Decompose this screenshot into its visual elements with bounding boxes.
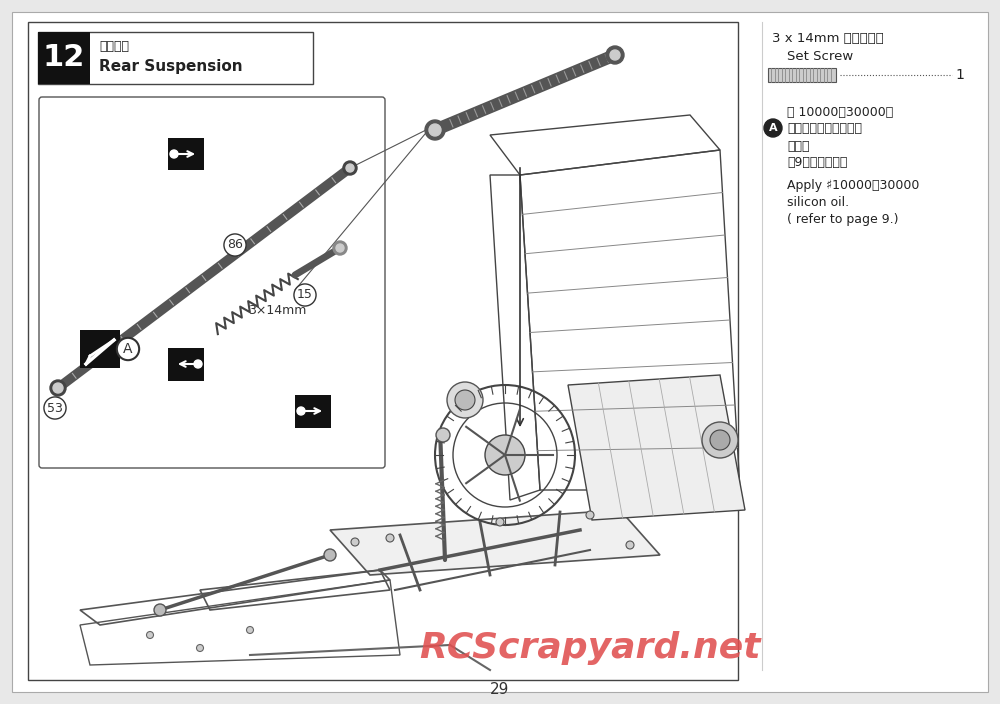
Text: ( refer to page 9.): ( refer to page 9.) [787, 213, 898, 227]
Circle shape [447, 382, 483, 418]
Text: 15: 15 [297, 289, 313, 301]
Bar [768, 68, 836, 82]
Circle shape [485, 435, 525, 475]
Bar [80, 330, 120, 368]
Text: 1: 1 [956, 68, 964, 82]
Circle shape [194, 360, 202, 368]
Circle shape [196, 644, 204, 651]
Circle shape [702, 422, 738, 458]
Circle shape [146, 631, 154, 639]
Circle shape [346, 164, 354, 172]
Bar [38, 32, 90, 84]
Polygon shape [568, 375, 745, 520]
Circle shape [710, 430, 730, 450]
Text: 12: 12 [43, 44, 85, 73]
Circle shape [333, 241, 347, 255]
Text: A: A [769, 123, 777, 133]
Circle shape [170, 150, 178, 158]
Circle shape [351, 538, 359, 546]
Circle shape [496, 518, 504, 526]
Circle shape [455, 390, 475, 410]
Text: Apply ♯10000～30000: Apply ♯10000～30000 [787, 180, 919, 192]
Bar [38, 32, 313, 84]
Text: 53: 53 [47, 401, 63, 415]
Circle shape [324, 549, 336, 561]
Bar [295, 395, 331, 428]
Circle shape [610, 50, 620, 60]
Circle shape [425, 120, 445, 140]
Circle shape [764, 119, 782, 137]
FancyBboxPatch shape [39, 97, 385, 468]
Circle shape [297, 407, 305, 415]
Text: Rear Suspension: Rear Suspension [99, 58, 243, 73]
Text: ＃ 10000～30000の: ＃ 10000～30000の [787, 106, 893, 118]
Text: シリコンオイルを塗付: シリコンオイルを塗付 [787, 122, 862, 135]
Text: する。: する。 [787, 139, 810, 153]
Text: 29: 29 [490, 682, 510, 698]
Polygon shape [330, 510, 660, 575]
Circle shape [626, 541, 634, 549]
Circle shape [436, 428, 450, 442]
Circle shape [53, 383, 63, 393]
Text: 86: 86 [227, 239, 243, 251]
Circle shape [386, 534, 394, 542]
Circle shape [343, 161, 357, 175]
Bar [168, 138, 204, 170]
Circle shape [246, 627, 254, 634]
Bar [168, 348, 204, 381]
Text: 3 x 14mm セットビス: 3 x 14mm セットビス [772, 32, 884, 44]
Circle shape [606, 46, 624, 64]
Text: （9ページ参照）: （9ページ参照） [787, 156, 847, 170]
Text: Set Screw: Set Screw [787, 49, 853, 63]
Text: silicon oil.: silicon oil. [787, 196, 849, 210]
Text: A: A [123, 342, 133, 356]
Text: RCScrapyard.net: RCScrapyard.net [419, 631, 761, 665]
Circle shape [336, 244, 344, 252]
Circle shape [154, 604, 166, 616]
Text: リヤサス: リヤサス [99, 41, 129, 54]
Text: 3×14mm: 3×14mm [248, 303, 306, 317]
Circle shape [586, 511, 594, 519]
Bar [28, 22, 738, 680]
Circle shape [50, 380, 66, 396]
Circle shape [429, 124, 441, 136]
